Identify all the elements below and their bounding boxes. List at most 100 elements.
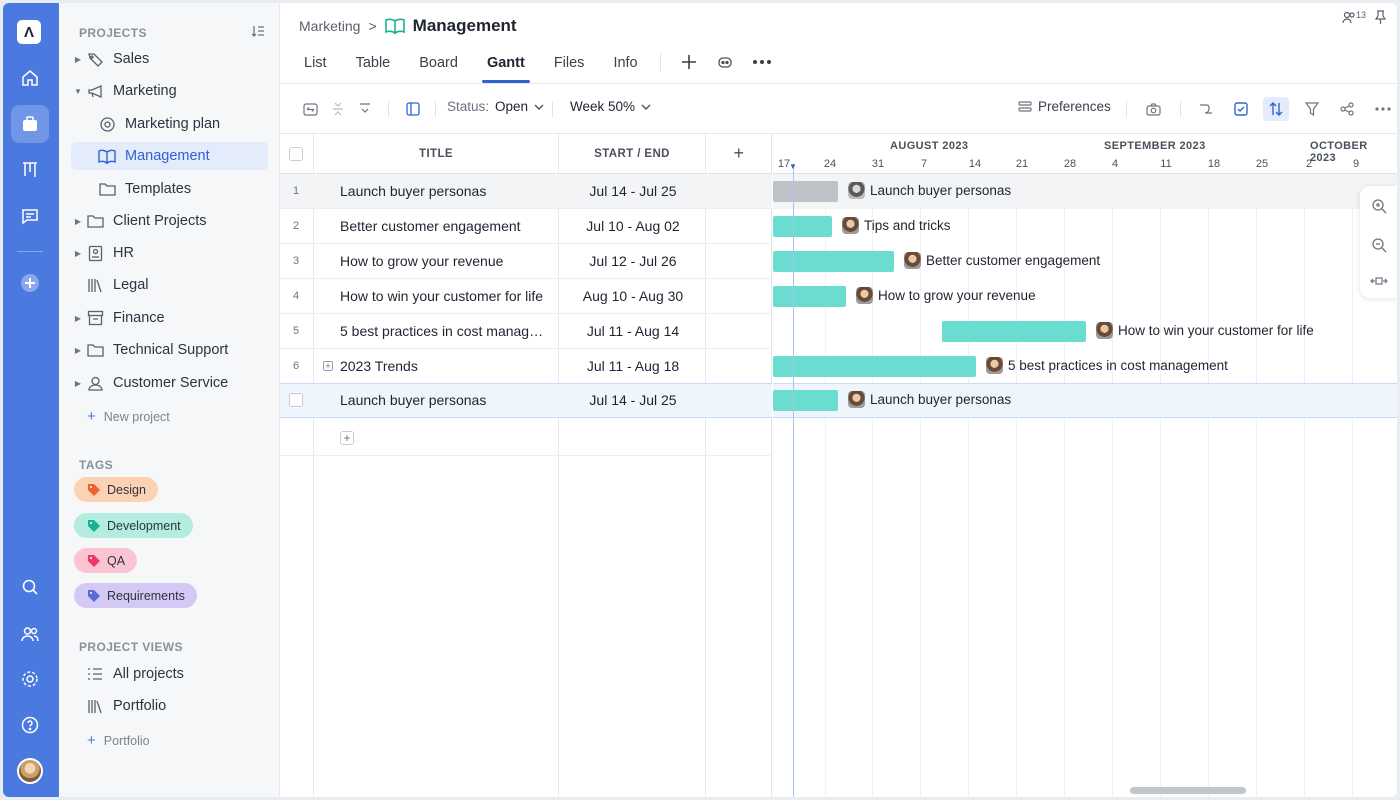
tab-files[interactable]: Files	[553, 55, 585, 71]
task-bar[interactable]	[773, 390, 838, 411]
task-title[interactable]: 2023 Trends	[340, 358, 418, 374]
caret-right-icon[interactable]: ▶	[74, 345, 82, 355]
kanban-icon[interactable]	[11, 151, 49, 189]
table-row[interactable]: 4 How to win your customer for life Aug …	[280, 279, 772, 314]
task-title[interactable]: How to win your customer for life	[340, 288, 544, 304]
column-header-title[interactable]: TITLE	[419, 148, 453, 160]
app-logo[interactable]: Ʌ	[17, 20, 41, 44]
tab-board[interactable]: Board	[419, 55, 458, 71]
expand-all-icon[interactable]	[352, 97, 378, 121]
task-dates[interactable]: Jul 12 - Jul 26	[589, 253, 677, 269]
checkbox-toggle-icon[interactable]	[1228, 97, 1254, 121]
task-bar[interactable]	[773, 356, 976, 377]
pin-icon[interactable]	[1374, 10, 1387, 24]
scale-select[interactable]: Week 50%	[570, 99, 651, 114]
sort-icon[interactable]	[251, 24, 265, 43]
table-row[interactable]: 1 Launch buyer personas Jul 14 - Jul 25	[280, 174, 772, 209]
sidebar-item-legal[interactable]: Legal	[71, 271, 268, 299]
table-row[interactable]: 6 + 2023 Trends Jul 11 - Aug 18	[280, 349, 772, 384]
add-column-button[interactable]: +	[733, 143, 745, 163]
chat-icon[interactable]	[11, 197, 49, 235]
task-bar[interactable]	[773, 216, 832, 237]
people-icon[interactable]	[11, 615, 49, 653]
expand-icon[interactable]: +	[323, 361, 333, 371]
tag-requirements[interactable]: Requirements	[74, 583, 197, 608]
tab-info[interactable]: Info	[613, 55, 638, 71]
sidebar-item-sales[interactable]: ▶ Sales	[71, 45, 268, 73]
task-dates[interactable]: Aug 10 - Aug 30	[582, 288, 684, 304]
more-options-icon[interactable]	[1370, 97, 1396, 121]
task-dates[interactable]: Jul 11 - Aug 18	[586, 358, 680, 374]
sidebar-item-marketing[interactable]: ▼ Marketing	[71, 77, 268, 105]
fit-screen-icon[interactable]	[297, 97, 323, 121]
tag-qa[interactable]: QA	[74, 548, 138, 573]
task-bar[interactable]	[773, 181, 838, 202]
task-title[interactable]: Launch buyer personas	[340, 392, 487, 408]
task-bar[interactable]	[942, 321, 1086, 342]
column-header-dates[interactable]: START / END	[594, 148, 670, 160]
caret-right-icon[interactable]: ▶	[74, 54, 82, 64]
caret-right-icon[interactable]: ▶	[74, 248, 82, 258]
task-dates[interactable]: Jul 14 - Jul 25	[589, 392, 677, 408]
sidebar-item-finance[interactable]: ▶ Finance	[71, 304, 268, 332]
sidebar-item-marketing-plan[interactable]: Marketing plan	[71, 110, 268, 138]
tag-development[interactable]: Development	[74, 513, 193, 538]
caret-right-icon[interactable]: ▶	[74, 378, 82, 388]
settings-icon[interactable]	[11, 660, 49, 698]
task-title[interactable]: How to grow your revenue	[340, 253, 504, 269]
select-all-checkbox[interactable]	[289, 147, 303, 161]
add-task-button[interactable]: +	[340, 431, 354, 445]
row-checkbox[interactable]	[289, 393, 303, 407]
breadcrumb-parent[interactable]: Marketing	[299, 18, 361, 34]
zoom-out-icon[interactable]	[1371, 237, 1387, 253]
sidebar-item-management[interactable]: Management	[71, 142, 268, 170]
table-row[interactable]: 2 Better customer engagement Jul 10 - Au…	[280, 209, 772, 244]
robot-icon[interactable]	[717, 54, 733, 70]
task-title[interactable]: Better customer engagement	[340, 218, 521, 234]
filter-icon[interactable]	[1299, 97, 1325, 121]
table-row[interactable]: 3 How to grow your revenue Jul 12 - Jul …	[280, 244, 772, 279]
preferences-button[interactable]: Preferences	[1018, 99, 1111, 114]
view-portfolio[interactable]: Portfolio	[71, 692, 268, 720]
table-row[interactable]: 5 5 best practices in cost management Ju…	[280, 314, 772, 349]
task-bar[interactable]	[773, 286, 846, 307]
tab-gantt[interactable]: Gantt	[481, 47, 530, 83]
sidebar-item-technical-support[interactable]: ▶ Technical Support	[71, 336, 268, 364]
user-avatar[interactable]	[17, 758, 43, 784]
status-filter[interactable]: Status: Open	[447, 99, 544, 114]
new-project-button[interactable]: + New project	[87, 408, 170, 425]
camera-icon[interactable]	[1140, 97, 1166, 121]
briefcase-icon[interactable]	[11, 105, 49, 143]
task-dates[interactable]: Jul 14 - Jul 25	[589, 183, 677, 199]
view-all-projects[interactable]: All projects	[71, 660, 268, 688]
members-button[interactable]: 13	[1342, 10, 1366, 24]
new-portfolio-button[interactable]: + Portfolio	[87, 732, 150, 749]
add-icon[interactable]	[11, 264, 49, 302]
split-view-icon[interactable]	[400, 97, 426, 121]
more-icon[interactable]	[753, 60, 771, 64]
fit-width-icon[interactable]	[1369, 276, 1388, 286]
zoom-in-icon[interactable]	[1371, 198, 1387, 214]
task-dates[interactable]: Jul 11 - Aug 14	[586, 323, 680, 339]
search-icon[interactable]	[11, 568, 49, 606]
tab-list[interactable]: List	[304, 55, 327, 71]
help-icon[interactable]	[11, 706, 49, 744]
caret-right-icon[interactable]: ▶	[74, 216, 82, 226]
task-title[interactable]: 5 best practices in cost management	[340, 323, 548, 339]
task-dates[interactable]: Jul 10 - Aug 02	[586, 218, 680, 234]
caret-down-icon[interactable]: ▼	[74, 86, 82, 96]
share-icon[interactable]	[1334, 97, 1360, 121]
table-row[interactable]: Launch buyer personas Jul 14 - Jul 25	[280, 383, 772, 418]
task-title[interactable]: Launch buyer personas	[340, 183, 487, 199]
add-view-icon[interactable]	[681, 54, 697, 70]
horizontal-scrollbar[interactable]	[1130, 787, 1246, 794]
dependencies-icon[interactable]	[1193, 97, 1219, 121]
sidebar-item-customer-service[interactable]: ▶ Customer Service	[71, 369, 268, 397]
sort-toggle-icon[interactable]	[1263, 97, 1289, 121]
tag-design[interactable]: Design	[74, 477, 158, 502]
task-bar[interactable]	[773, 251, 894, 272]
sidebar-item-hr[interactable]: ▶ HR	[71, 239, 268, 267]
sidebar-item-client-projects[interactable]: ▶ Client Projects	[71, 207, 268, 235]
tab-table[interactable]: Table	[355, 55, 391, 71]
caret-right-icon[interactable]: ▶	[74, 313, 82, 323]
